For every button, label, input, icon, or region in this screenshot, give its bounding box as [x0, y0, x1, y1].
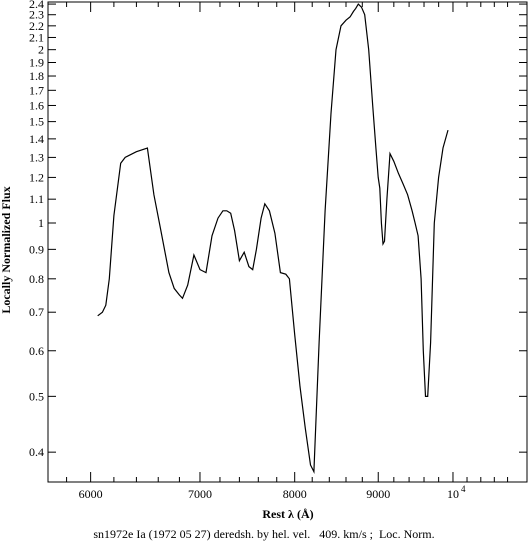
x-tick-label: 10 — [447, 487, 459, 501]
y-tick-label: 0.8 — [29, 272, 44, 286]
y-tick-label: 1 — [38, 216, 44, 230]
y-tick-label: 0.5 — [29, 389, 44, 403]
plot-frame — [47, 1, 528, 483]
spectrum-line — [97, 3, 449, 475]
y-tick-label: 0.7 — [29, 305, 44, 319]
x-tick-label-exponent: 4 — [461, 484, 466, 494]
y-tick-label: 1.9 — [29, 55, 44, 69]
y-tick-label: 2.3 — [29, 8, 44, 22]
y-tick-label: 1.5 — [29, 115, 44, 129]
y-tick-label: 2.4 — [29, 0, 44, 11]
x-tick-label: 8000 — [283, 487, 307, 501]
y-tick-label: 1.4 — [29, 132, 44, 146]
chart-caption: sn1972e Ia (1972 05 27) deredsh. by hel.… — [93, 527, 434, 541]
y-tick-label: 1.1 — [29, 192, 44, 206]
y-tick-label: 1.7 — [29, 83, 44, 97]
y-tick-label: 1.8 — [29, 69, 44, 83]
y-axis-ticks: 0.4 0.5 0.6 0.7 0.8 0.9 1 1.1 1.2 1.3 1.4 1.5 1.61.7… — [29, 0, 527, 459]
y-axis-label: Locally Normalized Flux — [0, 186, 13, 313]
y-tick-label: 1.6 — [29, 98, 44, 112]
x-tick-label: 7000 — [188, 487, 212, 501]
y-tick-label: 0.4 — [29, 445, 44, 459]
y-tick-label: 0.9 — [29, 242, 44, 256]
y-tick-label: 1.2 — [29, 170, 44, 184]
x-axis-ticks: 6000 7000 8000 9000 10 4 — [66, 2, 509, 501]
y-tick-label: 0.6 — [29, 344, 44, 358]
x-tick-label: 9000 — [366, 487, 390, 501]
y-tick-label: 2 — [38, 43, 44, 57]
y-tick-label: 1.3 — [29, 150, 44, 164]
x-tick-label: 6000 — [79, 487, 103, 501]
x-axis-label: Rest λ (Å) — [262, 507, 313, 521]
y-tick-label: 2.1 — [29, 30, 44, 44]
y-tick-label: 2.2 — [29, 19, 44, 33]
